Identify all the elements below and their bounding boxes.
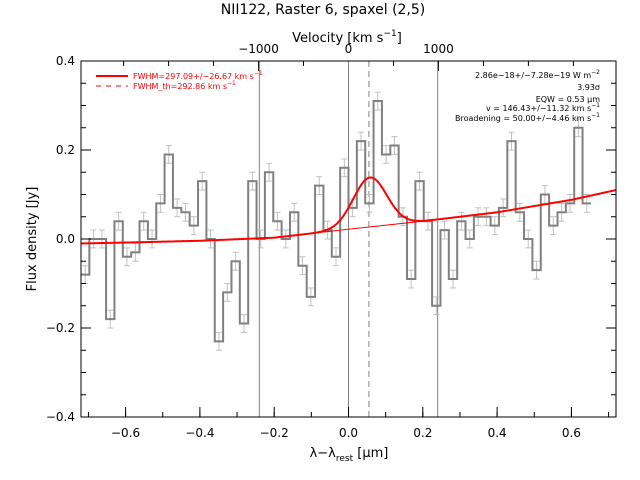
top-tick-label: 0 [345,42,353,56]
top-axis-label: Velocity [km s−1] [292,29,402,46]
annotation-broadening: Broadening = 50.00+/−4.46 km s−1 [455,112,600,123]
y-axis-ticks: −0.4 −0.2 0.0 0.2 0.4 [46,54,616,424]
spectrum-histogram [81,100,591,343]
y-tick-label: 0.2 [56,143,75,157]
x-tick-label: −0.6 [111,426,140,440]
plot-title: NII122, Raster 6, spaxel (2,5) [221,2,426,18]
top-tick-label: 1000 [423,42,454,56]
error-bars [82,91,590,351]
x-tick-label: 0.2 [413,426,432,440]
annotation-sigma: 3.93σ [577,83,600,92]
annotation-velocity: v = 146.43+/−11.32 km s−1 [486,102,600,113]
gaussian-fit-line [80,176,617,245]
fit-annotations: 2.86e−18+/−7.28e−19 W m−2 3.93σ EQW = 0.… [455,69,600,123]
legend-entry-fwhm-th: FWHM_th=292.86 km s−1 [133,80,236,91]
x-axis-ticks: −0.6 −0.4 −0.2 0.0 0.2 0.4 0.6 [87,407,610,440]
x-tick-label: −0.4 [185,426,214,440]
legend: FWHM=297.09+/−26.67 km s−1 FWHM_th=292.8… [96,70,263,91]
legend-entry-fwhm: FWHM=297.09+/−26.67 km s−1 [133,70,263,81]
x-tick-label: −0.2 [260,426,289,440]
y-tick-label: 0.4 [56,54,75,68]
y-tick-label: −0.2 [46,321,75,335]
x-tick-label: 0.0 [339,426,358,440]
y-axis-label: Flux density [Jy] [25,187,40,292]
chart-title: NII122, Raster 6, spaxel (2,5) [221,2,426,18]
y-tick-label: −0.4 [46,410,75,424]
x-tick-label: 0.6 [562,426,581,440]
x-axis-label: λ−λrest [μm] [310,446,389,464]
y-tick-label: 0.0 [56,232,75,246]
x-tick-label: 0.4 [488,426,507,440]
annotation-flux: 2.86e−18+/−7.28e−19 W m−2 [475,69,600,80]
top-tick-label: −1000 [238,42,279,56]
annotation-eqw: EQW = 0.53 μm [536,95,600,104]
